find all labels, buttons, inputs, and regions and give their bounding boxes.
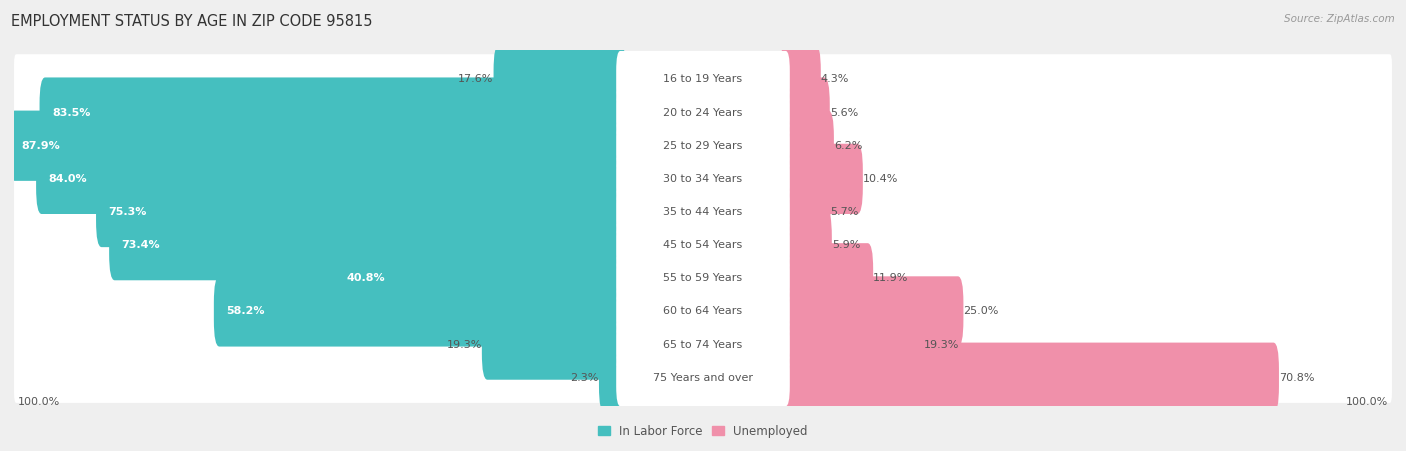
FancyBboxPatch shape [214, 276, 626, 346]
FancyBboxPatch shape [599, 343, 626, 413]
Text: 11.9%: 11.9% [873, 273, 908, 283]
Text: 25.0%: 25.0% [963, 306, 998, 317]
FancyBboxPatch shape [616, 250, 790, 307]
Text: 70.8%: 70.8% [1279, 373, 1315, 383]
Text: 75 Years and over: 75 Years and over [652, 373, 754, 383]
FancyBboxPatch shape [14, 253, 1392, 304]
FancyBboxPatch shape [39, 78, 626, 148]
FancyBboxPatch shape [616, 283, 790, 340]
FancyBboxPatch shape [10, 110, 626, 181]
Text: 5.7%: 5.7% [831, 207, 859, 217]
FancyBboxPatch shape [780, 110, 834, 181]
FancyBboxPatch shape [494, 44, 626, 115]
Text: 20 to 24 Years: 20 to 24 Years [664, 108, 742, 118]
Text: 100.0%: 100.0% [1347, 396, 1389, 407]
FancyBboxPatch shape [616, 349, 790, 406]
Text: 5.9%: 5.9% [832, 240, 860, 250]
Text: Source: ZipAtlas.com: Source: ZipAtlas.com [1284, 14, 1395, 23]
Text: 83.5%: 83.5% [52, 108, 90, 118]
Text: 25 to 29 Years: 25 to 29 Years [664, 141, 742, 151]
FancyBboxPatch shape [14, 286, 1392, 336]
Text: 45 to 54 Years: 45 to 54 Years [664, 240, 742, 250]
Text: 87.9%: 87.9% [21, 141, 60, 151]
FancyBboxPatch shape [780, 276, 963, 346]
FancyBboxPatch shape [14, 220, 1392, 270]
FancyBboxPatch shape [482, 309, 626, 380]
FancyBboxPatch shape [616, 51, 790, 108]
FancyBboxPatch shape [616, 84, 790, 141]
FancyBboxPatch shape [96, 177, 626, 247]
Text: 100.0%: 100.0% [17, 396, 59, 407]
FancyBboxPatch shape [14, 154, 1392, 204]
FancyBboxPatch shape [14, 187, 1392, 237]
Text: 84.0%: 84.0% [48, 174, 87, 184]
FancyBboxPatch shape [616, 150, 790, 207]
FancyBboxPatch shape [780, 243, 873, 313]
FancyBboxPatch shape [333, 243, 626, 313]
FancyBboxPatch shape [780, 177, 831, 247]
FancyBboxPatch shape [616, 316, 790, 373]
Text: 16 to 19 Years: 16 to 19 Years [664, 74, 742, 84]
Text: EMPLOYMENT STATUS BY AGE IN ZIP CODE 95815: EMPLOYMENT STATUS BY AGE IN ZIP CODE 958… [11, 14, 373, 28]
FancyBboxPatch shape [616, 184, 790, 240]
FancyBboxPatch shape [14, 120, 1392, 171]
FancyBboxPatch shape [780, 78, 830, 148]
Text: 55 to 59 Years: 55 to 59 Years [664, 273, 742, 283]
FancyBboxPatch shape [780, 44, 821, 115]
Text: 58.2%: 58.2% [226, 306, 264, 317]
FancyBboxPatch shape [14, 353, 1392, 403]
FancyBboxPatch shape [110, 210, 626, 280]
Text: 35 to 44 Years: 35 to 44 Years [664, 207, 742, 217]
FancyBboxPatch shape [616, 216, 790, 274]
Text: 10.4%: 10.4% [863, 174, 898, 184]
Text: 19.3%: 19.3% [447, 340, 482, 350]
Text: 60 to 64 Years: 60 to 64 Years [664, 306, 742, 317]
Text: 17.6%: 17.6% [458, 74, 494, 84]
FancyBboxPatch shape [616, 117, 790, 174]
Text: 75.3%: 75.3% [108, 207, 146, 217]
FancyBboxPatch shape [37, 144, 626, 214]
FancyBboxPatch shape [780, 144, 863, 214]
Text: 30 to 34 Years: 30 to 34 Years [664, 174, 742, 184]
Text: 6.2%: 6.2% [834, 141, 862, 151]
Text: 40.8%: 40.8% [346, 273, 385, 283]
FancyBboxPatch shape [14, 87, 1392, 138]
Text: 4.3%: 4.3% [821, 74, 849, 84]
Legend: In Labor Force, Unemployed: In Labor Force, Unemployed [593, 420, 813, 443]
FancyBboxPatch shape [780, 309, 924, 380]
Text: 65 to 74 Years: 65 to 74 Years [664, 340, 742, 350]
FancyBboxPatch shape [14, 54, 1392, 105]
Text: 73.4%: 73.4% [121, 240, 160, 250]
FancyBboxPatch shape [14, 319, 1392, 370]
FancyBboxPatch shape [780, 210, 832, 280]
Text: 2.3%: 2.3% [571, 373, 599, 383]
Text: 5.6%: 5.6% [830, 108, 858, 118]
FancyBboxPatch shape [780, 343, 1279, 413]
Text: 19.3%: 19.3% [924, 340, 959, 350]
